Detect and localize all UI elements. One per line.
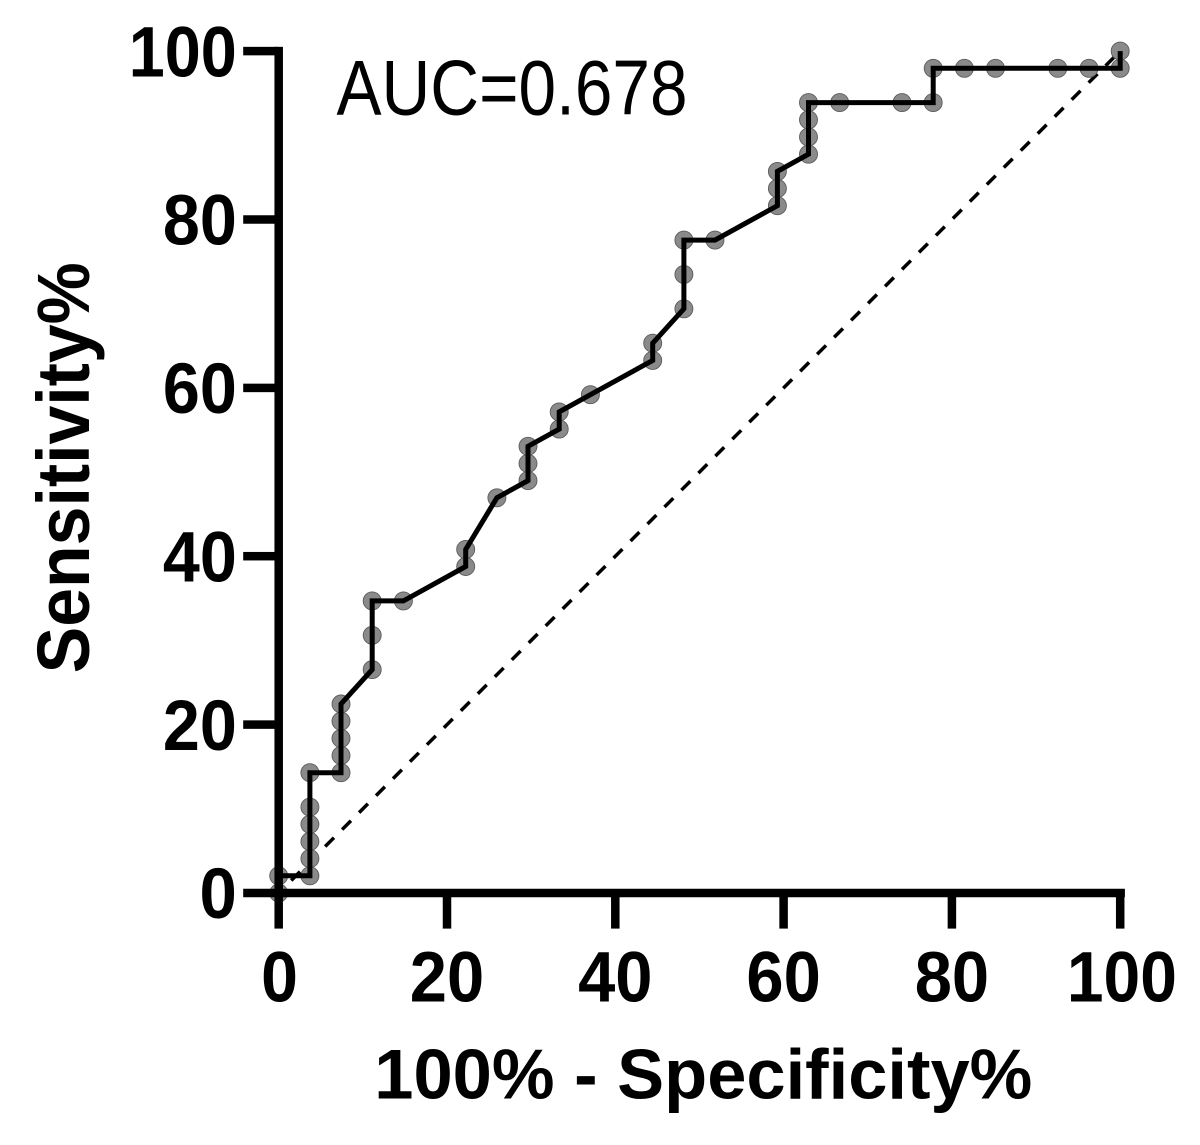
- svg-text:60: 60: [746, 938, 820, 1017]
- svg-text:100: 100: [1067, 938, 1177, 1017]
- svg-text:40: 40: [163, 518, 237, 597]
- svg-text:0: 0: [200, 855, 237, 934]
- svg-text:80: 80: [915, 938, 989, 1017]
- svg-text:100% - Specificity%: 100% - Specificity%: [374, 1034, 1032, 1113]
- svg-text:20: 20: [410, 938, 484, 1017]
- svg-text:AUC=0.678: AUC=0.678: [337, 44, 688, 132]
- svg-text:0: 0: [261, 938, 298, 1017]
- svg-text:80: 80: [163, 182, 237, 261]
- svg-text:60: 60: [163, 350, 237, 429]
- svg-text:100: 100: [129, 13, 237, 92]
- svg-text:40: 40: [578, 938, 652, 1017]
- svg-text:Sensitivity%: Sensitivity%: [22, 262, 105, 673]
- svg-text:20: 20: [163, 687, 237, 766]
